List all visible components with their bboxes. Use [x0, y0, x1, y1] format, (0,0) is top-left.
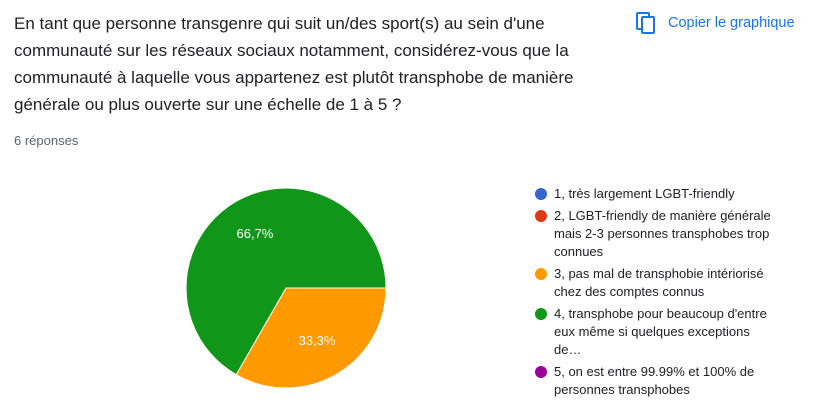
legend-swatch — [535, 366, 547, 378]
legend-swatch — [535, 268, 547, 280]
slice-label: 33,3% — [299, 333, 336, 348]
legend-item: 5, on est entre 99.99% et 100% de person… — [535, 363, 775, 399]
copy-icon — [636, 12, 655, 34]
pie-slice — [235, 287, 387, 389]
copy-button[interactable]: Copier le graphique — [636, 12, 795, 34]
legend-item: 4, transphobe pour beaucoup d'entre eux … — [535, 305, 775, 359]
legend-item: 1, très largement LGBT-friendly — [535, 185, 775, 203]
slice-label: 66,7% — [237, 226, 274, 241]
legend-swatch — [535, 308, 547, 320]
legend-label: 3, pas mal de transphobie intériorisé ch… — [554, 266, 764, 299]
legend-item: 2, LGBT-friendly de manière générale mai… — [535, 207, 775, 261]
legend-item: 3, pas mal de transphobie intériorisé ch… — [535, 265, 775, 301]
legend: 1, très largement LGBT-friendly 2, LGBT-f… — [535, 185, 775, 403]
legend-label: 1, très largement LGBT-friendly — [554, 186, 735, 201]
legend-label: 5, on est entre 99.99% et 100% de person… — [554, 364, 755, 397]
legend-swatch — [535, 188, 547, 200]
legend-swatch — [535, 210, 547, 222]
legend-label: 4, transphobe pour beaucoup d'entre eux … — [554, 306, 767, 357]
pie-slice — [185, 187, 387, 376]
copy-label[interactable]: Copier le graphique — [668, 15, 795, 31]
question-title: En tant que personne transgenre qui suit… — [14, 14, 574, 114]
chart: 33,3% 66,7% — [185, 187, 387, 389]
response-count: 6 réponses — [14, 133, 79, 148]
legend-label: 2, LGBT-friendly de manière générale mai… — [554, 208, 771, 259]
